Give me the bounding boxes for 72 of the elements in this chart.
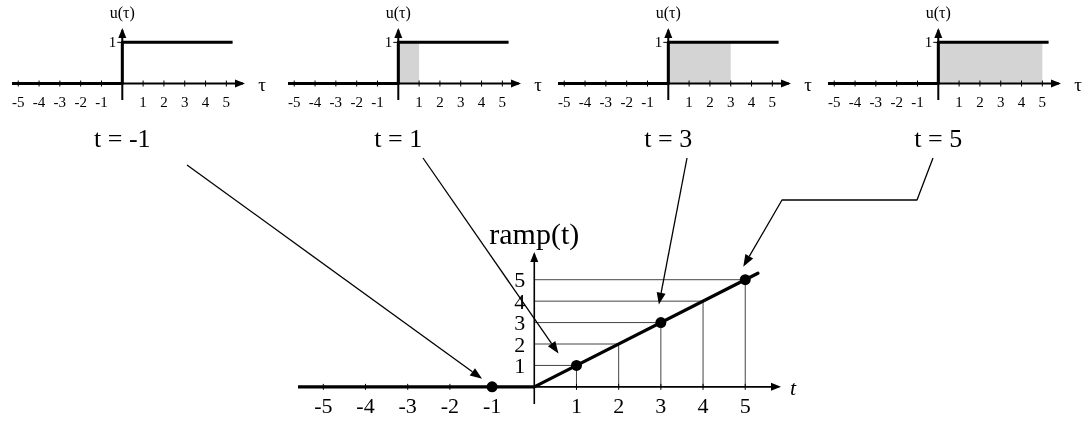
x-tick-label: 1 [955, 94, 963, 111]
x-tick-label: -4 [848, 94, 862, 111]
x-tick-label: -5 [11, 94, 25, 111]
x-tick-label: 2 [160, 94, 168, 111]
x-tick-label: 5 [739, 393, 751, 419]
point [570, 359, 582, 371]
x-tick-label: 3 [456, 94, 465, 111]
x-tick-label: 3 [996, 94, 1005, 111]
x-tick-label: 2 [613, 393, 625, 419]
annotation: 1 [654, 34, 663, 51]
y-tick-label: 5 [514, 267, 526, 293]
annotation: 1 [108, 34, 117, 51]
x-tick-label: -2 [890, 94, 903, 111]
x-tick-label: 1 [570, 393, 582, 419]
x-tick-label: 4 [747, 94, 756, 111]
y-axis-title: u(τ) [385, 4, 411, 22]
x-tick-label: -1 [641, 94, 654, 111]
x-tick-label: 5 [498, 94, 507, 111]
x-tick-label: 1 [139, 94, 147, 111]
x-tick-label: 5 [222, 94, 231, 111]
x-tick-label: -1 [482, 393, 502, 419]
x-tick-label: -2 [74, 94, 87, 111]
x-tick-label: 1 [685, 94, 693, 111]
x-tick-label: -5 [314, 393, 333, 419]
x-tick-label: 4 [477, 94, 486, 111]
x-axis-title: τ [1074, 73, 1083, 95]
x-tick-label: -3 [53, 94, 67, 111]
x-tick-label: -3 [398, 393, 417, 419]
annotation: 1 [924, 34, 933, 51]
x-tick-label: -4 [578, 94, 592, 111]
x-tick-label: 3 [655, 393, 667, 419]
y-axis-title: ramp(t) [489, 217, 580, 251]
point [739, 274, 751, 286]
x-tick-label: 3 [180, 94, 189, 111]
x-tick-label: 2 [706, 94, 714, 111]
x-tick-label: 4 [697, 393, 709, 419]
x-tick-label: -1 [911, 94, 924, 111]
x-tick-label: -5 [557, 94, 571, 111]
y-axis-title: u(τ) [925, 4, 951, 22]
x-tick-label: 3 [726, 94, 735, 111]
x-tick-label: -3 [599, 94, 613, 111]
x-tick-label: 1 [415, 94, 423, 111]
x-tick-label: 2 [976, 94, 984, 111]
x-tick-label: -4 [356, 393, 375, 419]
x-axis-title: t [789, 374, 797, 400]
x-tick-label: 5 [768, 94, 777, 111]
x-axis-title: τ [258, 73, 267, 95]
y-axis-title: u(τ) [655, 4, 681, 22]
x-tick-label: -5 [287, 94, 301, 111]
text: t = 5 [914, 124, 963, 153]
text: t = 3 [644, 124, 693, 153]
x-tick-label: 4 [201, 94, 210, 111]
x-tick-label: 4 [1017, 94, 1026, 111]
x-tick-label: -2 [350, 94, 363, 111]
point [655, 317, 667, 329]
x-axis-title: τ [534, 73, 543, 95]
x-tick-label: -2 [440, 393, 460, 419]
x-tick-label: -1 [371, 94, 384, 111]
x-tick-label: -4 [308, 94, 322, 111]
x-tick-label: -4 [32, 94, 46, 111]
text: t = -1 [94, 124, 151, 153]
y-axis-title: u(τ) [109, 4, 135, 22]
x-tick-label: -1 [95, 94, 108, 111]
x-tick-label: -2 [620, 94, 633, 111]
x-tick-label: -3 [869, 94, 883, 111]
x-tick-label: -5 [827, 94, 841, 111]
annotation: 1 [384, 34, 393, 51]
x-axis-title: τ [804, 73, 813, 95]
text: t = 1 [374, 124, 423, 153]
x-tick-label: -3 [329, 94, 343, 111]
x-tick-label: 5 [1038, 94, 1047, 111]
x-tick-label: 2 [436, 94, 444, 111]
